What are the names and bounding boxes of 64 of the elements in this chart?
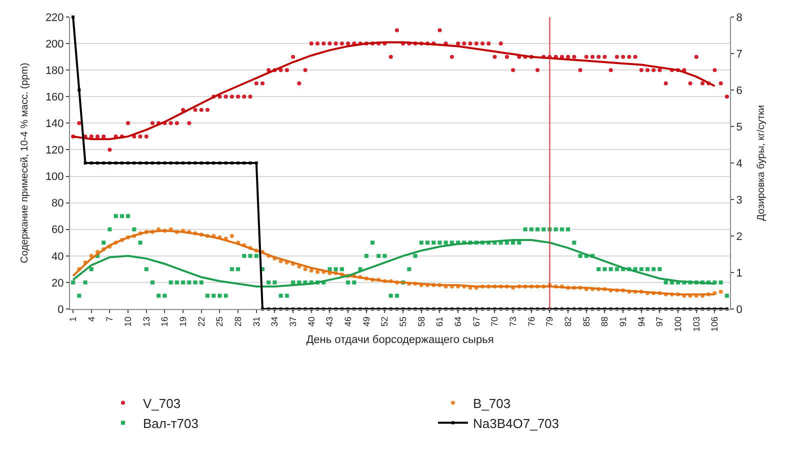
x-tick-label: 97: [654, 316, 665, 327]
y2-axis-title: Дозировка буры, кг/сутки: [756, 105, 767, 221]
y-tick-label: 120: [45, 144, 64, 157]
x-tick-label: 52: [380, 316, 390, 327]
y-tick-label: 20: [52, 277, 64, 290]
x-tick-label: 31: [251, 316, 262, 327]
x-tick-label: 22: [196, 316, 206, 327]
legend-label: B_703: [473, 396, 511, 411]
y-tick-label: 160: [45, 91, 64, 104]
x-tick-label: 4: [86, 316, 96, 322]
y-tick-label: 220: [45, 12, 64, 24]
y2-tick-label: 2: [736, 230, 742, 243]
x-tick-label: 7: [104, 316, 115, 322]
x-tick-label: 37: [288, 316, 298, 327]
x-tick-label: 91: [618, 316, 628, 327]
y2-tick-label: 3: [736, 194, 742, 206]
y2-tick-label: 4: [736, 158, 742, 170]
x-tick-label: 13: [141, 316, 152, 327]
x-tick-label: 106: [710, 316, 720, 332]
x-tick-label: 43: [324, 316, 335, 327]
y-axis-title: Содержание примесей, 10-4 % масс. (ppm): [19, 62, 30, 264]
x-tick-label: 55: [398, 316, 408, 327]
x-tick-label: 79: [544, 316, 555, 327]
legend-label: Na3B4O7_703: [473, 416, 560, 431]
x-tick-label: 103: [691, 316, 702, 332]
x-tick-label: 85: [581, 316, 592, 327]
x-tick-label: 70: [490, 316, 500, 327]
y-tick-label: 180: [45, 64, 64, 77]
x-axis-title: День отдачи борсодержащего сырья: [306, 334, 494, 346]
y-tick-label: 60: [52, 224, 64, 236]
x-tick-label: 34: [270, 316, 280, 327]
x-tick-label: 61: [434, 316, 445, 327]
y2-tick-label: 8: [736, 12, 742, 24]
y2-tick-label: 0: [736, 304, 742, 316]
y-tick-label: 140: [45, 118, 64, 130]
x-tick-label: 40: [306, 316, 316, 327]
x-tick-label: 58: [416, 316, 426, 327]
x-tick-label: 88: [600, 316, 610, 327]
y2-tick-label: 1: [736, 267, 742, 280]
x-tick-label: 67: [471, 316, 482, 327]
y-tick-label: 0: [58, 304, 64, 316]
x-tick-label: 25: [214, 316, 225, 327]
y-tick-label: 100: [45, 171, 64, 184]
y-tick-label: 80: [52, 198, 64, 210]
y2-tick-label: 6: [736, 84, 742, 97]
x-tick-label: 64: [452, 316, 463, 327]
x-tick-label: 19: [178, 316, 188, 327]
legend-label: Вал-т703: [143, 416, 198, 431]
x-tick-label: 49: [361, 316, 372, 327]
y-tick-label: 40: [52, 250, 64, 263]
x-tick-label: 82: [562, 316, 573, 327]
x-tick-label: 46: [342, 316, 353, 327]
x-tick-label: 10: [122, 316, 133, 327]
y2-tick-label: 7: [736, 48, 742, 60]
x-tick-label: 76: [526, 316, 536, 327]
x-tick-label: 100: [672, 316, 683, 332]
y-tick-label: 200: [45, 38, 64, 50]
x-tick-label: 73: [508, 316, 518, 327]
x-tick-label: 94: [636, 316, 646, 327]
legend-label: V_703: [143, 396, 181, 411]
x-tick-label: 1: [68, 316, 78, 322]
x-tick-label: 28: [232, 316, 243, 327]
x-tick-label: 16: [160, 316, 170, 327]
y2-tick-label: 5: [736, 121, 742, 134]
